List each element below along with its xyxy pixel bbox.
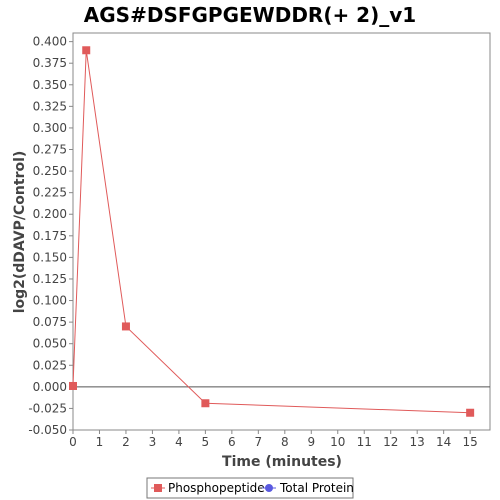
x-tick-label: 8 [281, 435, 289, 449]
legend-box [146, 477, 354, 499]
legend-item-phosphopeptide: Phosphopeptide [151, 481, 265, 495]
data-point-phosphopeptide [201, 399, 210, 408]
x-tick-label: 0 [69, 435, 77, 449]
x-tick-label: 5 [202, 435, 210, 449]
y-tick-label: 0.350 [33, 78, 67, 92]
legend-marker-phosphopeptide [154, 484, 162, 492]
data-point-phosphopeptide [121, 322, 130, 331]
legend-label-total-protein: Total Protein [279, 481, 354, 495]
x-tick-label: 7 [255, 435, 263, 449]
y-tick-label: 0.300 [33, 121, 67, 135]
legend: Phosphopeptide Total Protein [146, 477, 354, 499]
plot-area [72, 32, 491, 431]
data-point-phosphopeptide [69, 381, 77, 390]
series-layer [69, 46, 475, 417]
data-point-phosphopeptide [82, 46, 91, 55]
data-point-phosphopeptide [466, 408, 475, 417]
y-tick-label: 0.000 [33, 380, 67, 394]
y-tick-label: 0.150 [33, 250, 67, 264]
y-tick-label: 0.025 [33, 358, 67, 372]
x-tick-label: 9 [307, 435, 315, 449]
y-tick-label: 0.250 [33, 164, 67, 178]
x-tick-label: 12 [383, 435, 398, 449]
x-tick-label: 13 [410, 435, 425, 449]
x-tick-label: 4 [175, 435, 183, 449]
x-axis: 0 1 2 3 4 5 6 7 8 9 10 11 12 13 14 15 [69, 430, 478, 449]
y-tick-label: 0.075 [33, 315, 67, 329]
y-tick-label: 0.050 [33, 337, 67, 351]
y-tick-label: -0.025 [28, 401, 67, 415]
x-tick-label: 15 [463, 435, 478, 449]
y-tick-label: -0.050 [28, 423, 67, 437]
y-axis-label: log2(dDAVP/Control) [12, 151, 28, 314]
x-axis-label: Time (minutes) [222, 454, 342, 470]
legend-label-phosphopeptide: Phosphopeptide [168, 481, 265, 495]
y-tick-label: 0.400 [33, 35, 67, 49]
y-tick-label: 0.100 [33, 294, 67, 308]
x-tick-label: 10 [330, 435, 345, 449]
y-tick-label: 0.200 [33, 207, 67, 221]
y-tick-label: 0.375 [33, 56, 67, 70]
y-tick-label: 0.175 [33, 229, 67, 243]
x-tick-label: 11 [357, 435, 372, 449]
legend-item-total-protein: Total Protein [262, 481, 354, 495]
y-tick-label: 0.225 [33, 186, 67, 200]
y-axis: -0.050 -0.025 0.000 0.025 0.050 0.075 0.100 0.1… [28, 35, 73, 437]
y-tick-label: 0.125 [33, 272, 67, 286]
x-tick-label: 2 [122, 435, 130, 449]
x-tick-label: 6 [228, 435, 236, 449]
y-tick-label: 0.275 [33, 143, 67, 157]
chart-title: AGS#DSFGPGEWDDR(+ 2)_v1 [84, 3, 416, 27]
x-tick-label: 14 [436, 435, 451, 449]
legend-marker-total-protein [265, 484, 273, 492]
x-tick-label: 3 [149, 435, 157, 449]
x-tick-label: 1 [96, 435, 104, 449]
y-tick-label: 0.325 [33, 99, 67, 113]
